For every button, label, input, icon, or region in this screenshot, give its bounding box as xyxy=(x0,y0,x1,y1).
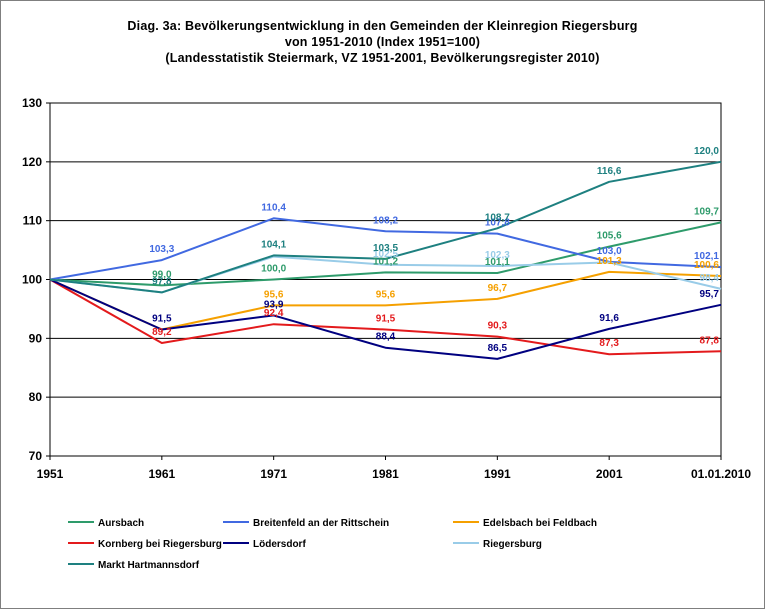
data-label: 96,7 xyxy=(488,283,508,294)
y-tick-label: 120 xyxy=(22,155,42,169)
x-axis-ticks: 1951 1961 1971 1981 1991 2001 01.01.2010 xyxy=(37,456,751,481)
data-labels: 99,0 100,0 101,2 101,1 105,6 109,7 103,3 110,4 1… xyxy=(149,146,719,354)
data-label: 95,6 xyxy=(376,289,396,300)
y-tick-label: 130 xyxy=(22,96,42,110)
x-tick-label: 1951 xyxy=(37,467,64,481)
series-line xyxy=(49,160,722,294)
legend-label: Riegersburg xyxy=(483,539,542,550)
data-label: 102,5 xyxy=(373,249,398,260)
data-label: 104,1 xyxy=(261,239,286,250)
x-tick-label: 1981 xyxy=(372,467,399,481)
y-tick-label: 70 xyxy=(29,449,43,463)
series-lines xyxy=(49,160,722,360)
legend-label: Kornberg bei Riegersburg xyxy=(98,539,222,550)
series-line xyxy=(49,278,722,356)
data-label: 87,8 xyxy=(700,335,720,346)
data-label: 88,4 xyxy=(376,332,396,343)
data-label: 102,1 xyxy=(694,251,719,262)
data-label: 87,3 xyxy=(599,338,619,349)
x-tick-label: 1971 xyxy=(260,467,287,481)
data-label: 101,3 xyxy=(597,256,622,267)
data-label: 110,4 xyxy=(261,202,286,213)
chart-title-block: Diag. 3a: Bevölkerungsentwicklung in den… xyxy=(0,18,765,66)
y-tick-label: 80 xyxy=(29,390,43,404)
data-label: 103,0 xyxy=(597,246,622,257)
chart-subtitle-2: (Landesstatistik Steiermark, VZ 1951-200… xyxy=(165,51,600,65)
data-label: 99,0 xyxy=(152,269,172,280)
legend-label: Lödersdorf xyxy=(253,539,306,550)
y-tick-label: 90 xyxy=(29,331,43,345)
y-axis-ticks: 70 80 90 100 110 120 130 xyxy=(22,96,50,463)
data-label: 108,7 xyxy=(485,212,510,223)
x-tick-label: 1961 xyxy=(148,467,175,481)
data-label: 101,1 xyxy=(485,257,510,268)
data-label: 100,0 xyxy=(261,264,286,275)
data-label: 103,3 xyxy=(149,244,174,255)
data-label: 97,8 xyxy=(152,276,172,287)
data-label: 101,2 xyxy=(373,256,398,267)
data-label: 98,4 xyxy=(700,273,720,284)
data-label: 103,5 xyxy=(373,243,398,254)
data-label: 86,5 xyxy=(488,343,508,354)
series-line xyxy=(49,278,722,360)
chart-title: Diag. 3a: Bevölkerungsentwicklung in den… xyxy=(127,19,638,33)
data-label: 91,5 xyxy=(152,314,172,325)
data-label: 92,4 xyxy=(264,308,284,319)
data-label: 116,6 xyxy=(597,166,622,177)
data-label: 109,7 xyxy=(694,206,719,217)
y-tick-label: 100 xyxy=(22,273,42,287)
data-label: 95,6 xyxy=(264,289,284,300)
series-line xyxy=(49,221,722,287)
x-tick-label: 01.01.2010 xyxy=(691,467,751,481)
x-tick-label: 2001 xyxy=(596,467,623,481)
data-label: 90,3 xyxy=(488,321,508,332)
data-label: 95,7 xyxy=(700,289,720,300)
data-label: 107,8 xyxy=(485,218,510,229)
x-tick-label: 1991 xyxy=(484,467,511,481)
data-label: 120,0 xyxy=(694,146,719,157)
legend-label: Edelsbach bei Feldbach xyxy=(483,518,597,529)
data-label: 93,9 xyxy=(264,299,284,310)
data-label: 100,6 xyxy=(694,260,719,271)
gridlines xyxy=(50,161,721,398)
legend: Aursbach Breitenfeld an der Rittschein Ede… xyxy=(68,518,597,571)
chart-subtitle: von 1951-2010 (Index 1951=100) xyxy=(284,35,481,49)
y-tick-label: 110 xyxy=(23,214,43,228)
legend-label: Markt Hartmannsdorf xyxy=(98,560,200,571)
data-label: 105,6 xyxy=(597,231,622,242)
data-label: 91,6 xyxy=(599,313,619,324)
data-label: 91,5 xyxy=(376,314,396,325)
legend-label: Breitenfeld an der Rittschein xyxy=(253,518,389,529)
data-label: 89,2 xyxy=(152,327,172,338)
data-label: 102,3 xyxy=(485,250,510,261)
data-label: 108,2 xyxy=(373,215,398,226)
legend-label: Aursbach xyxy=(98,518,144,529)
